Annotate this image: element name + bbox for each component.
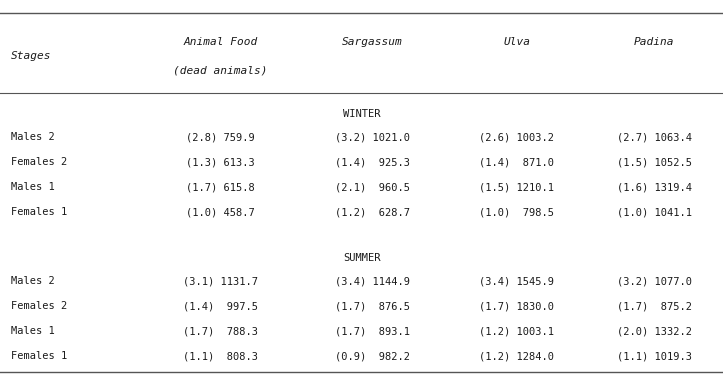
Text: Stages: Stages <box>11 51 51 61</box>
Text: (1.3) 613.3: (1.3) 613.3 <box>186 157 255 167</box>
Text: (1.0) 1041.1: (1.0) 1041.1 <box>617 207 692 217</box>
Text: (1.7)  788.3: (1.7) 788.3 <box>183 326 258 336</box>
Text: (2.0) 1332.2: (2.0) 1332.2 <box>617 326 692 336</box>
Text: (2.6) 1003.2: (2.6) 1003.2 <box>479 132 555 142</box>
Text: (1.5) 1210.1: (1.5) 1210.1 <box>479 182 555 192</box>
Text: SUMMER: SUMMER <box>343 253 380 263</box>
Text: (1.7)  893.1: (1.7) 893.1 <box>335 326 410 336</box>
Text: (1.7)  876.5: (1.7) 876.5 <box>335 301 410 311</box>
Text: Ulva: Ulva <box>503 37 531 47</box>
Text: (1.7)  875.2: (1.7) 875.2 <box>617 301 692 311</box>
Text: Males 2: Males 2 <box>11 132 55 142</box>
Text: (1.6) 1319.4: (1.6) 1319.4 <box>617 182 692 192</box>
Text: (1.7) 615.8: (1.7) 615.8 <box>186 182 255 192</box>
Text: (1.7) 1830.0: (1.7) 1830.0 <box>479 301 555 311</box>
Text: WINTER: WINTER <box>343 110 380 119</box>
Text: (3.2) 1021.0: (3.2) 1021.0 <box>335 132 410 142</box>
Text: (1.0)  798.5: (1.0) 798.5 <box>479 207 555 217</box>
Text: (dead animals): (dead animals) <box>174 65 268 75</box>
Text: (2.8) 759.9: (2.8) 759.9 <box>186 132 255 142</box>
Text: Females 2: Females 2 <box>11 157 67 167</box>
Text: (3.1) 1131.7: (3.1) 1131.7 <box>183 276 258 286</box>
Text: (1.4)  997.5: (1.4) 997.5 <box>183 301 258 311</box>
Text: (1.4)  871.0: (1.4) 871.0 <box>479 157 555 167</box>
Text: (1.1)  808.3: (1.1) 808.3 <box>183 351 258 361</box>
Text: (1.2)  628.7: (1.2) 628.7 <box>335 207 410 217</box>
Text: (3.4) 1545.9: (3.4) 1545.9 <box>479 276 555 286</box>
Text: (3.4) 1144.9: (3.4) 1144.9 <box>335 276 410 286</box>
Text: (1.2) 1003.1: (1.2) 1003.1 <box>479 326 555 336</box>
Text: Males 1: Males 1 <box>11 182 55 192</box>
Text: (1.0) 458.7: (1.0) 458.7 <box>186 207 255 217</box>
Text: (3.2) 1077.0: (3.2) 1077.0 <box>617 276 692 286</box>
Text: Females 2: Females 2 <box>11 301 67 311</box>
Text: (2.1)  960.5: (2.1) 960.5 <box>335 182 410 192</box>
Text: Animal Food: Animal Food <box>184 37 257 47</box>
Text: Males 2: Males 2 <box>11 276 55 286</box>
Text: Females 1: Females 1 <box>11 351 67 361</box>
Text: (2.7) 1063.4: (2.7) 1063.4 <box>617 132 692 142</box>
Text: (1.5) 1052.5: (1.5) 1052.5 <box>617 157 692 167</box>
Text: Males 1: Males 1 <box>11 326 55 336</box>
Text: (1.2) 1284.0: (1.2) 1284.0 <box>479 351 555 361</box>
Text: (1.1) 1019.3: (1.1) 1019.3 <box>617 351 692 361</box>
Text: Sargassum: Sargassum <box>342 37 403 47</box>
Text: (1.4)  925.3: (1.4) 925.3 <box>335 157 410 167</box>
Text: Females 1: Females 1 <box>11 207 67 217</box>
Text: Padina: Padina <box>634 37 675 47</box>
Text: (0.9)  982.2: (0.9) 982.2 <box>335 351 410 361</box>
